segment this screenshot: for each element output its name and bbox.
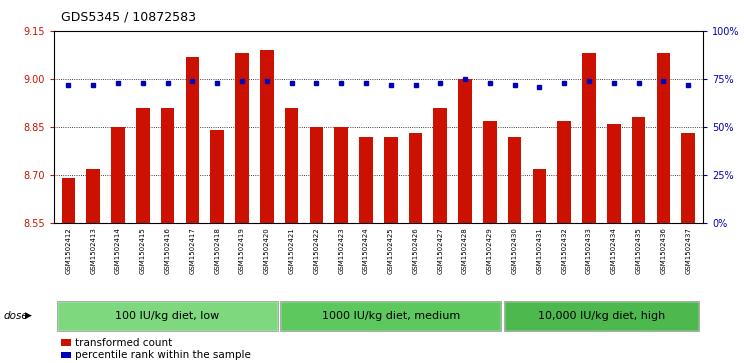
Text: GSM1502419: GSM1502419	[239, 227, 245, 274]
Bar	[508, 136, 522, 223]
Text: GSM1502412: GSM1502412	[65, 227, 71, 274]
Bar	[260, 50, 274, 223]
Bar	[632, 117, 646, 223]
Bar	[57, 301, 278, 330]
Bar	[458, 79, 472, 223]
Text: 1000 IU/kg diet, medium: 1000 IU/kg diet, medium	[321, 311, 460, 321]
Text: GSM1502418: GSM1502418	[214, 227, 220, 274]
Text: GSM1502414: GSM1502414	[115, 227, 121, 274]
Text: 100 IU/kg diet, low: 100 IU/kg diet, low	[115, 311, 219, 321]
Text: GSM1502430: GSM1502430	[512, 227, 518, 274]
Bar	[504, 301, 699, 330]
Bar	[280, 301, 501, 330]
Bar	[62, 178, 75, 223]
Text: GSM1502422: GSM1502422	[313, 227, 319, 274]
Text: GSM1502413: GSM1502413	[90, 227, 96, 274]
Text: GSM1502435: GSM1502435	[635, 227, 641, 274]
Text: transformed count: transformed count	[75, 338, 173, 348]
Bar	[310, 127, 323, 223]
Text: GSM1502427: GSM1502427	[437, 227, 443, 274]
Bar	[607, 124, 620, 223]
Bar	[408, 134, 423, 223]
Text: GSM1502423: GSM1502423	[338, 227, 344, 274]
Text: GSM1502434: GSM1502434	[611, 227, 617, 274]
Bar	[682, 134, 695, 223]
Text: GSM1502433: GSM1502433	[586, 227, 592, 274]
Text: GSM1502421: GSM1502421	[289, 227, 295, 274]
Text: percentile rank within the sample: percentile rank within the sample	[75, 350, 251, 360]
Bar	[57, 301, 278, 330]
Bar	[557, 121, 571, 223]
Bar	[533, 169, 546, 223]
Bar	[384, 136, 397, 223]
Text: ▶: ▶	[25, 311, 32, 320]
Bar	[334, 127, 348, 223]
Bar	[285, 108, 298, 223]
Bar	[657, 53, 670, 223]
Text: GSM1502432: GSM1502432	[561, 227, 567, 274]
Text: 10,000 IU/kg diet, high: 10,000 IU/kg diet, high	[538, 311, 665, 321]
Text: GSM1502437: GSM1502437	[685, 227, 691, 274]
Bar	[61, 352, 71, 359]
Text: GSM1502431: GSM1502431	[536, 227, 542, 274]
Text: GSM1502424: GSM1502424	[363, 227, 369, 274]
Bar	[111, 127, 125, 223]
Text: GSM1502428: GSM1502428	[462, 227, 468, 274]
Text: GSM1502415: GSM1502415	[140, 227, 146, 274]
Bar	[483, 121, 497, 223]
Bar	[61, 339, 71, 346]
Bar	[185, 57, 199, 223]
Bar	[86, 169, 100, 223]
Bar	[136, 108, 150, 223]
Text: GSM1502420: GSM1502420	[264, 227, 270, 274]
Bar	[161, 108, 174, 223]
Bar	[280, 301, 501, 330]
Bar	[235, 53, 248, 223]
Text: dose: dose	[4, 311, 28, 321]
Bar	[359, 136, 373, 223]
Text: GDS5345 / 10872583: GDS5345 / 10872583	[61, 11, 196, 24]
Text: GSM1502436: GSM1502436	[661, 227, 667, 274]
Bar	[211, 130, 224, 223]
Bar	[434, 108, 447, 223]
Text: GSM1502416: GSM1502416	[164, 227, 170, 274]
Text: GSM1502429: GSM1502429	[487, 227, 493, 274]
Bar	[504, 301, 699, 330]
Text: GSM1502417: GSM1502417	[190, 227, 196, 274]
Text: GSM1502425: GSM1502425	[388, 227, 394, 274]
Bar	[583, 53, 596, 223]
Text: GSM1502426: GSM1502426	[412, 227, 419, 274]
